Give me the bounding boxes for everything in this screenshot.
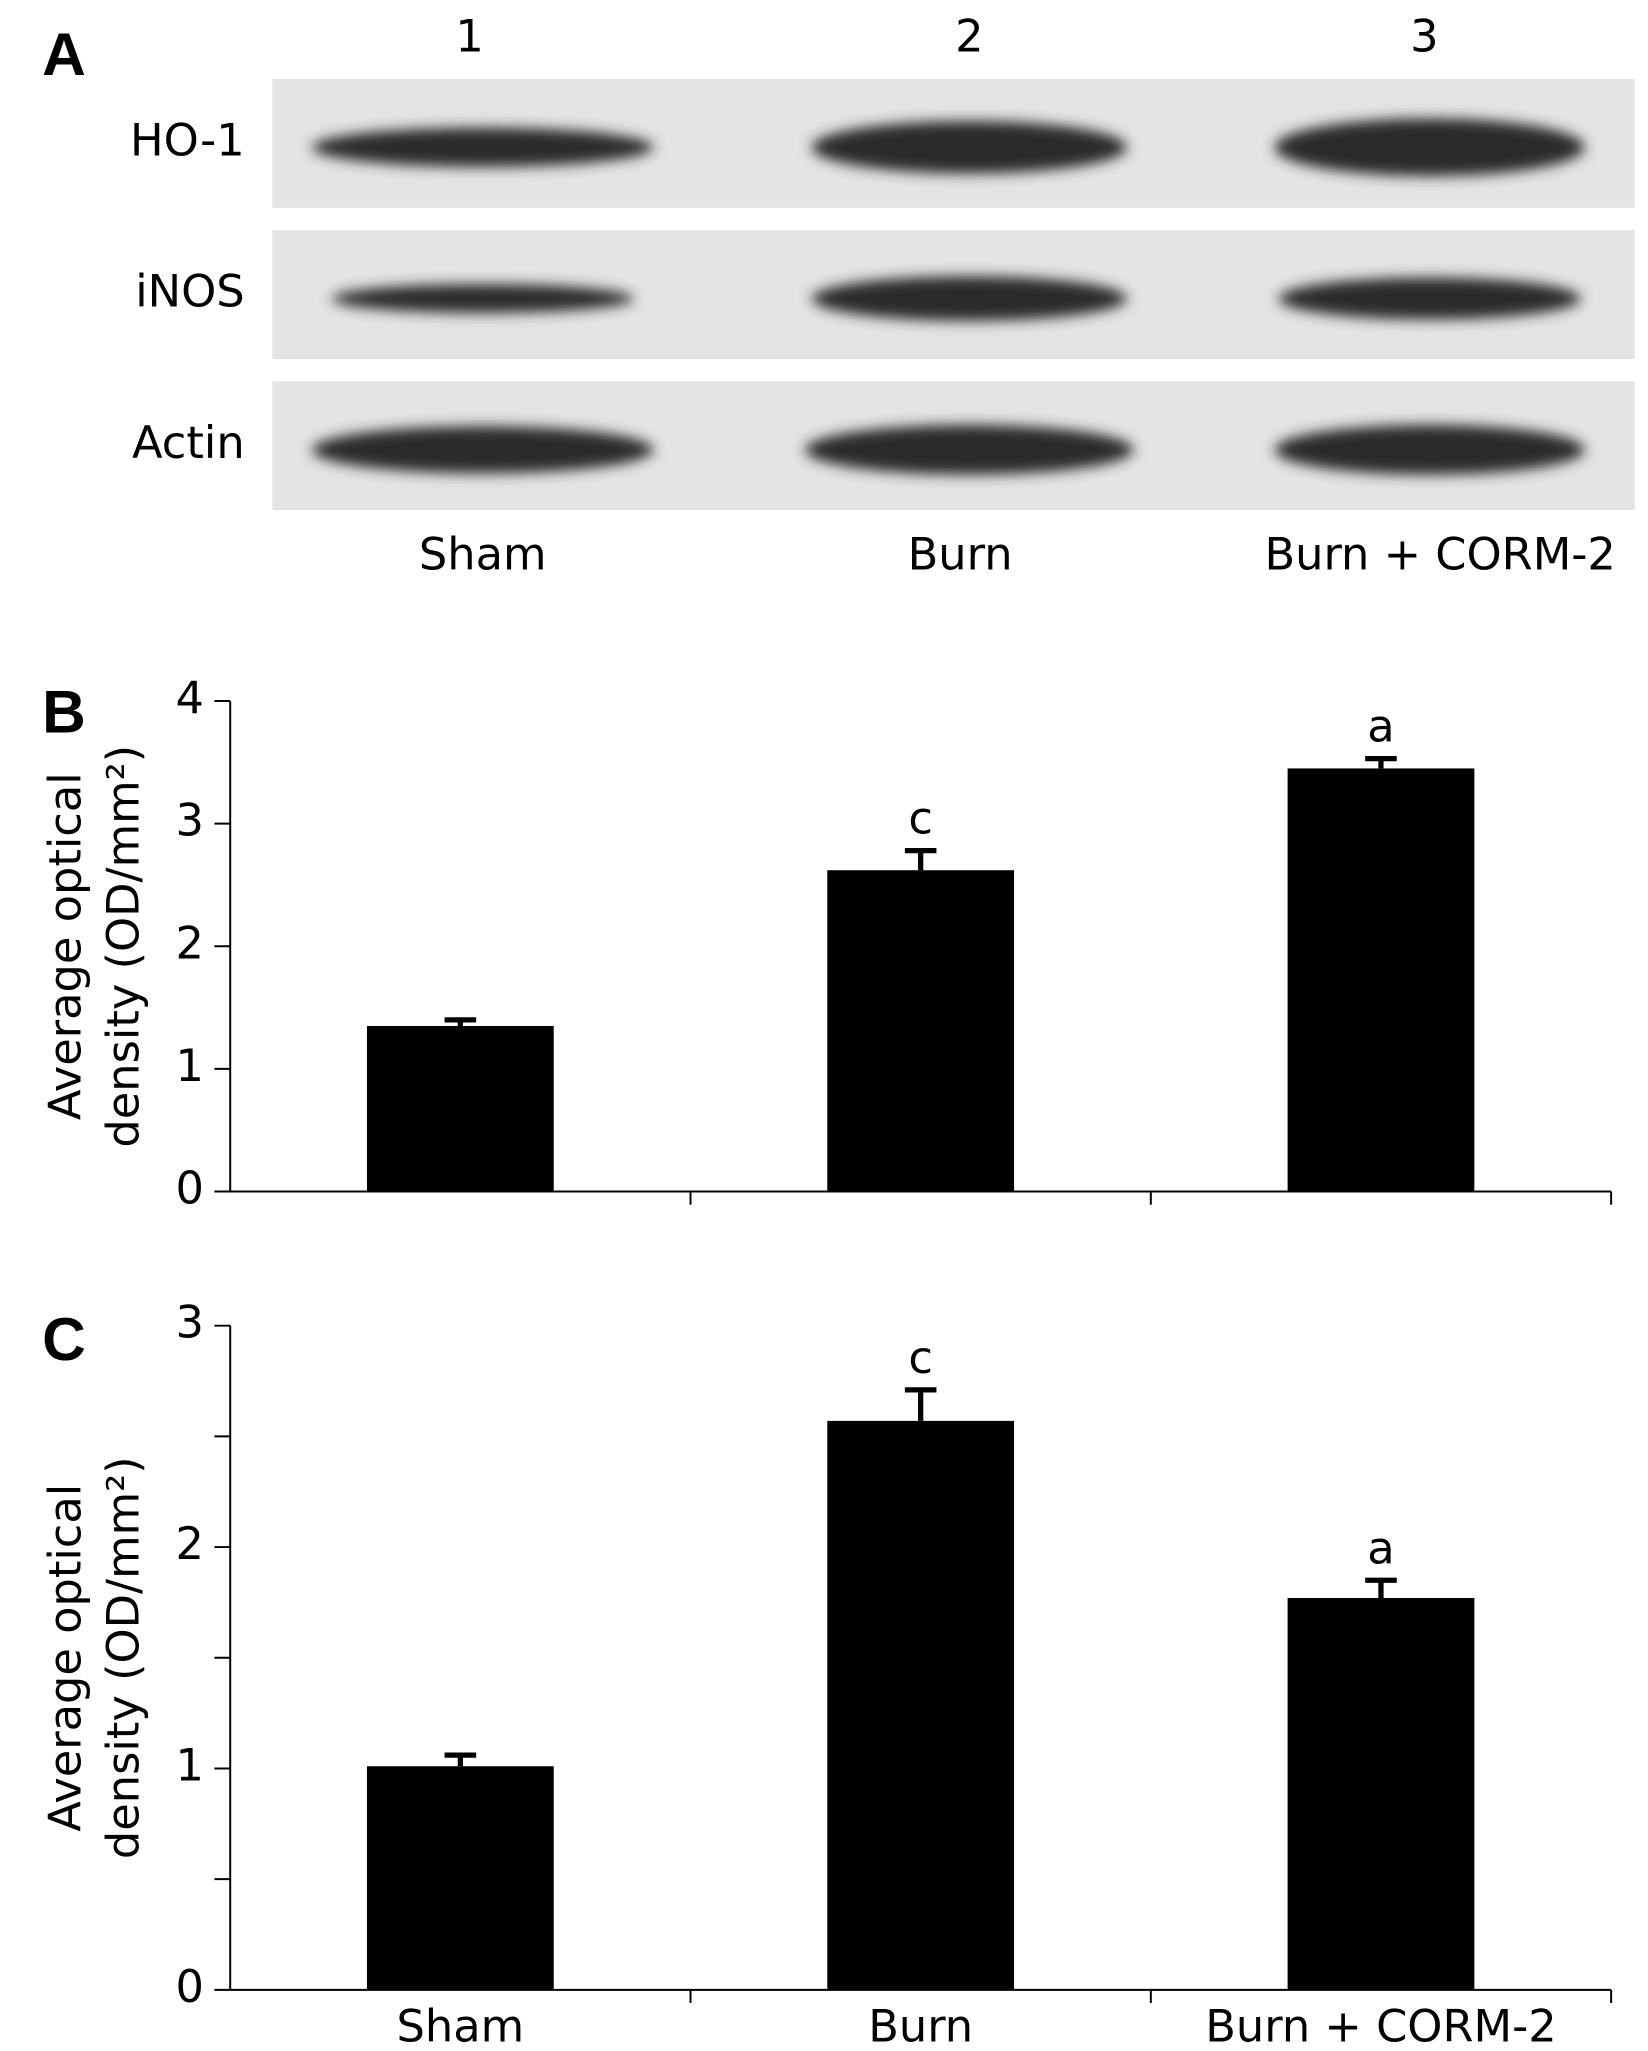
x-tick-label: Burn bbox=[868, 1999, 973, 2051]
bar bbox=[1287, 768, 1475, 1192]
panel-label: B bbox=[42, 678, 86, 746]
x-tick-label: Burn + CORM-2 bbox=[1205, 1999, 1556, 2051]
error-bar bbox=[1365, 755, 1397, 769]
error-bar bbox=[1365, 1577, 1397, 1598]
panel-label: A bbox=[42, 20, 86, 88]
error-bar bbox=[444, 1017, 477, 1026]
error-bar bbox=[444, 1752, 477, 1767]
bar bbox=[827, 870, 1015, 1192]
bar bbox=[366, 1025, 554, 1192]
blot-band bbox=[1274, 118, 1585, 177]
blot-band bbox=[311, 127, 654, 168]
blot-row-label: HO-1 bbox=[130, 113, 245, 166]
group-label: Sham bbox=[419, 528, 547, 581]
y-tick-label: 3 bbox=[175, 794, 203, 847]
significance-label: c bbox=[908, 1331, 933, 1384]
y-tick-label: 0 bbox=[175, 1162, 203, 1215]
bar bbox=[827, 1420, 1015, 1990]
blot-row-label: Actin bbox=[132, 416, 245, 469]
y-tick-label: 1 bbox=[175, 1738, 203, 1791]
y-tick-label: 4 bbox=[175, 671, 203, 724]
y-axis-label: Average optical bbox=[38, 772, 91, 1120]
blot-band bbox=[804, 424, 1134, 475]
blot-band bbox=[331, 284, 634, 314]
blot-band bbox=[811, 120, 1128, 174]
blot-row-label: iNOS bbox=[135, 265, 244, 318]
group-label: Burn + CORM-2 bbox=[1264, 528, 1615, 581]
lane-number: 1 bbox=[455, 9, 483, 62]
significance-label: c bbox=[908, 792, 933, 845]
error-bar bbox=[904, 847, 937, 871]
panel-label: C bbox=[42, 1305, 86, 1373]
y-tick-label: 2 bbox=[175, 1517, 203, 1570]
y-tick-label: 3 bbox=[175, 1296, 203, 1349]
y-axis-label: density (OD/mm²) bbox=[96, 1456, 149, 1859]
significance-label: a bbox=[1367, 700, 1394, 753]
y-tick-label: 2 bbox=[175, 916, 203, 969]
blot-band bbox=[1274, 424, 1585, 475]
y-tick-label: 1 bbox=[175, 1039, 203, 1092]
y-axis-label: density (OD/mm²) bbox=[96, 745, 149, 1148]
error-bar bbox=[904, 1387, 937, 1421]
group-label: Burn bbox=[908, 528, 1013, 581]
lane-number: 3 bbox=[1410, 9, 1438, 62]
bar bbox=[1287, 1597, 1475, 1990]
significance-label: a bbox=[1367, 1521, 1394, 1574]
x-tick-label: Sham bbox=[397, 1999, 525, 2051]
blot-band bbox=[811, 276, 1128, 321]
y-axis-label: Average optical bbox=[38, 1484, 91, 1832]
lane-number: 2 bbox=[955, 9, 983, 62]
y-tick-label: 0 bbox=[175, 1960, 203, 2013]
bar bbox=[366, 1766, 554, 1990]
blot-band bbox=[311, 426, 654, 474]
blot-band bbox=[1278, 277, 1581, 320]
